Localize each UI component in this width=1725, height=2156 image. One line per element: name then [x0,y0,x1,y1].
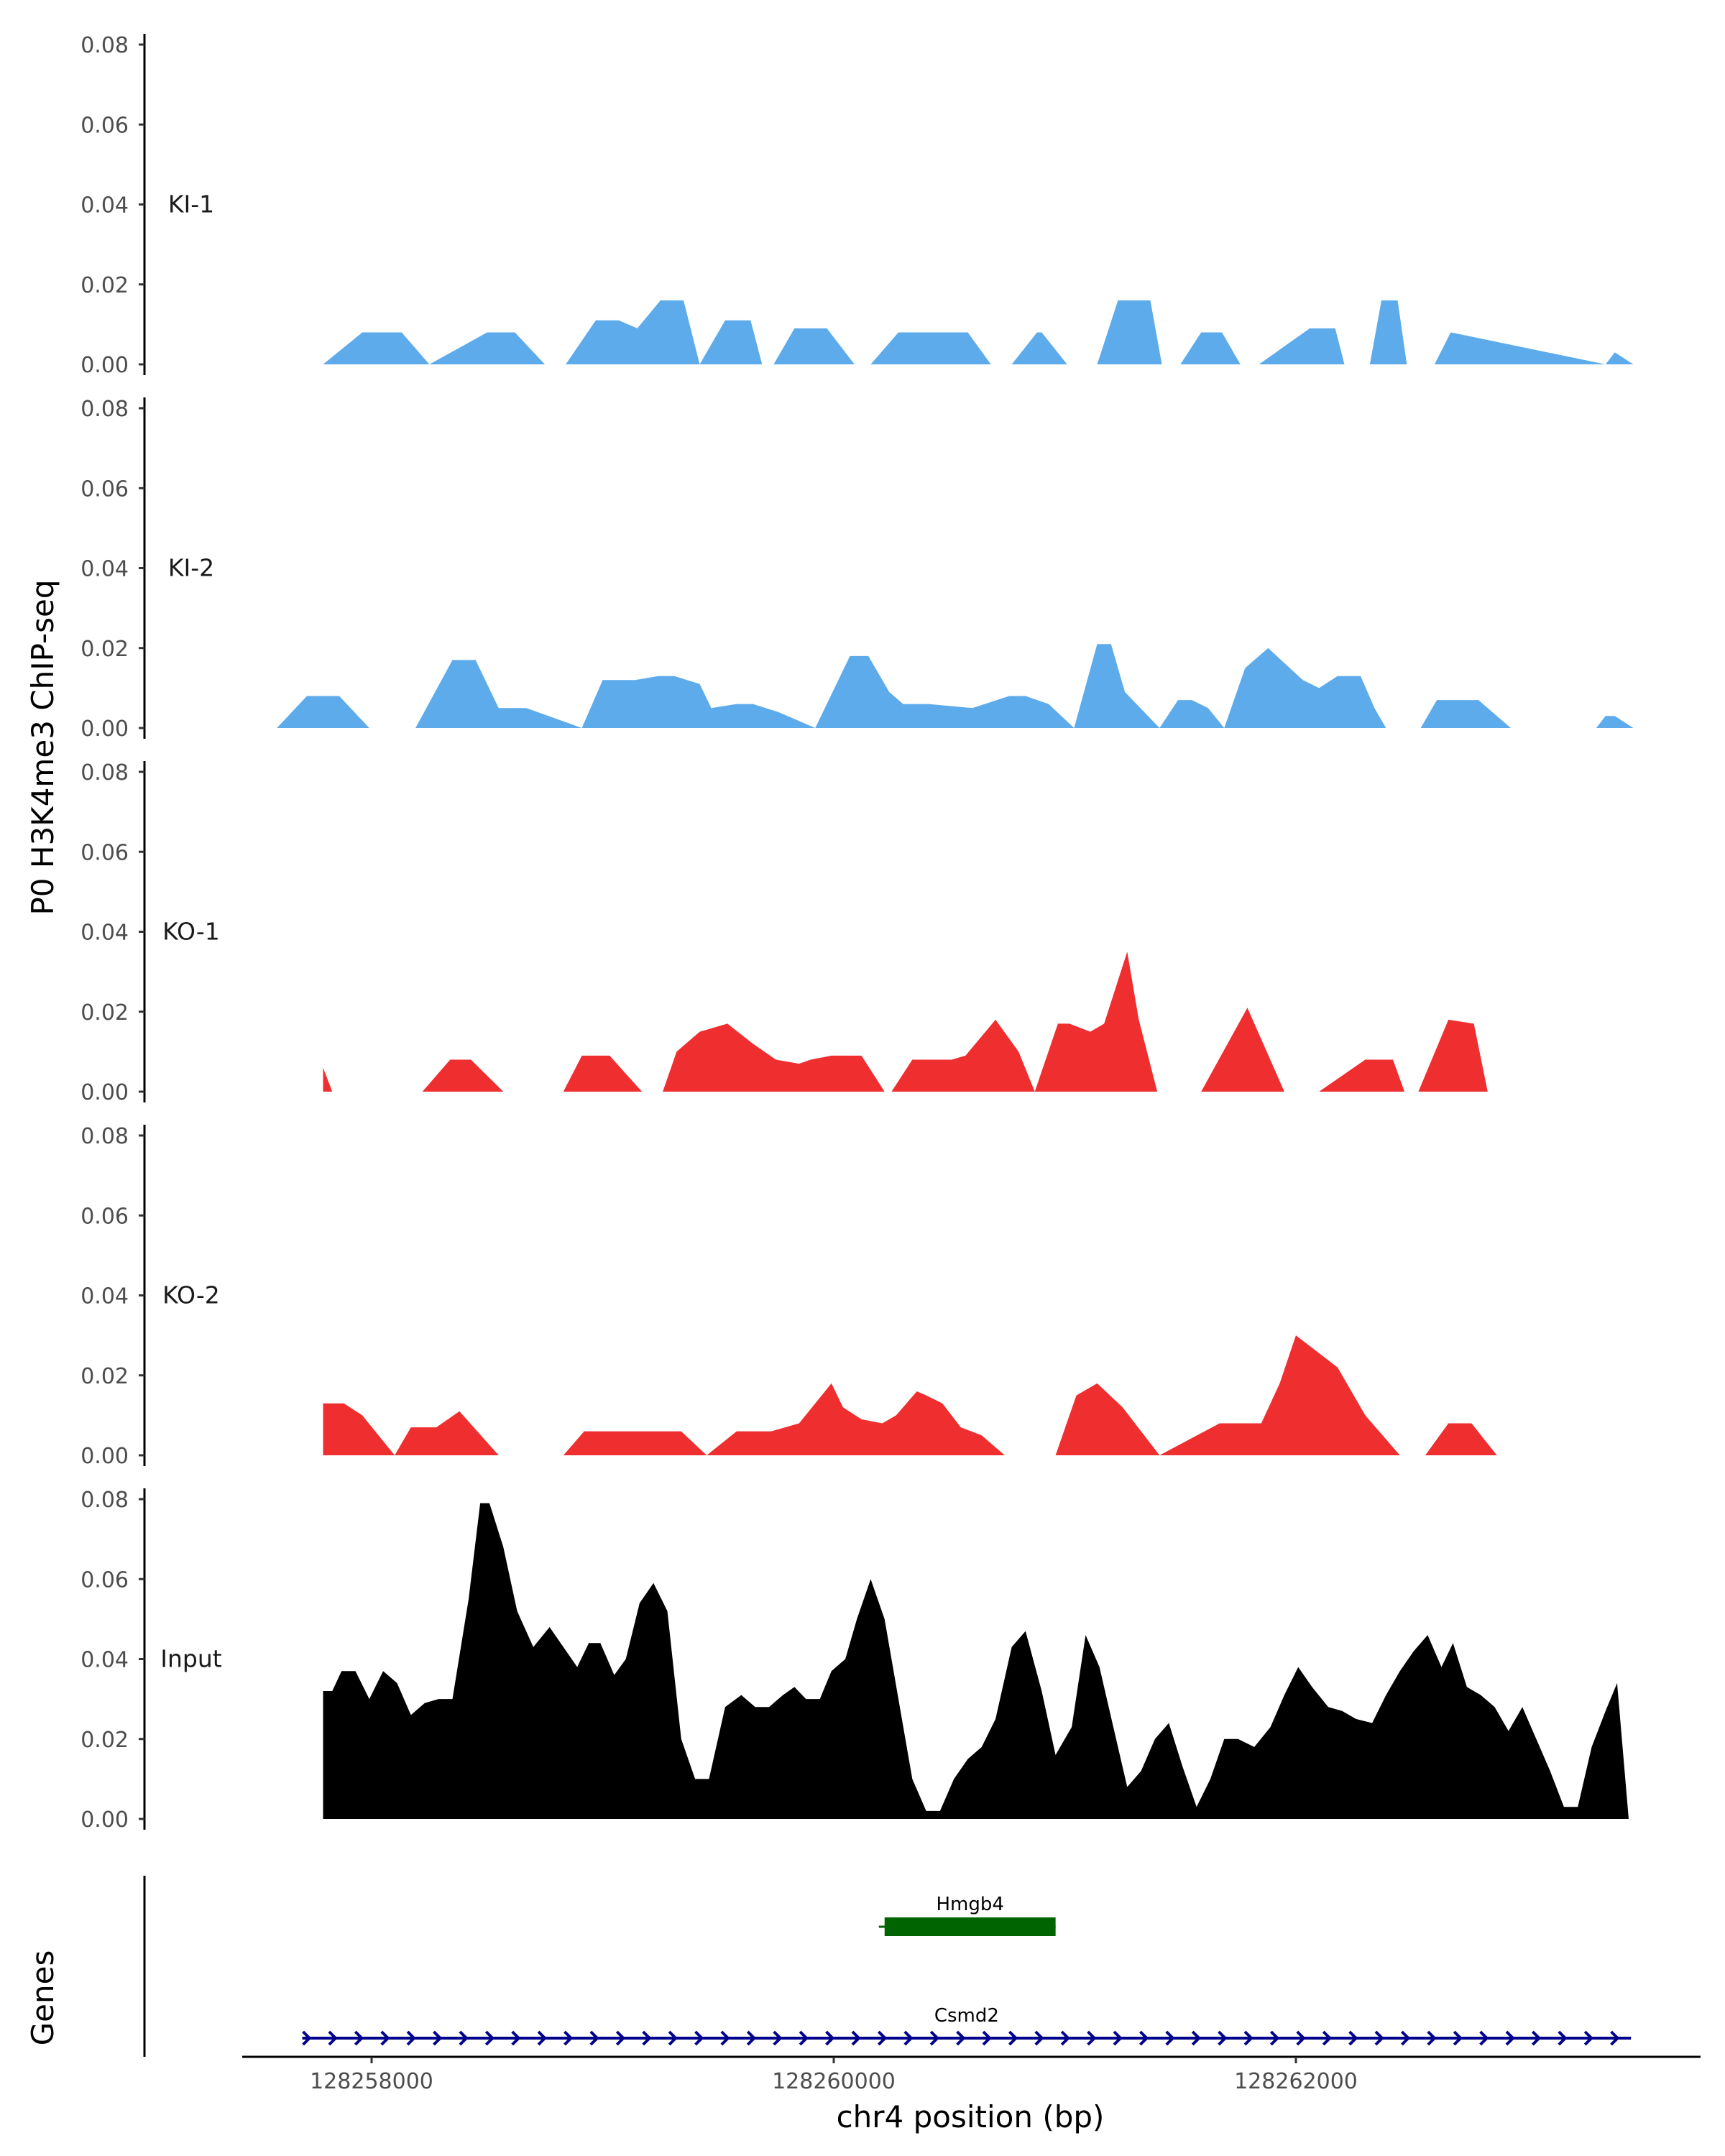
y-tick-label: 0.00 [80,353,129,378]
y-tick-label: 0.06 [80,476,129,502]
y-tick-label: 0.04 [80,1648,129,1673]
y-tick-label: 0.06 [80,1204,129,1229]
signal-area-ki-2 [277,644,1634,728]
track-ki-2: 0.00 0.02 0.04 0.06 0.08 KI-2 [80,397,1634,742]
y-tick-label: 0.04 [80,193,129,218]
track-label: Input [160,1645,222,1673]
y-tick-label: 0.00 [80,1807,129,1833]
y-tick-label: 0.08 [80,1488,129,1513]
gene-hmgb4: Hmgb4 [878,1894,1056,1936]
y-tick-label: 0.00 [80,1080,129,1105]
y-tick-label: 0.00 [80,1444,129,1469]
track-ko-1: 0.00 0.02 0.04 0.06 0.08 KO-1 [80,760,1615,1105]
x-axis: 128258000 128260000 128262000 [242,2055,1701,2094]
y-tick-label: 0.04 [80,921,129,946]
y-tick-label: 0.08 [80,1124,129,1149]
y-tick-label: 0.04 [80,1284,129,1309]
y-tick-label: 0.02 [80,1364,129,1389]
strand-arrow-icon [302,2030,1620,2046]
y-axis-title: P0 H3K4me3 ChIP-seq [25,579,60,915]
track-ko-2: 0.00 0.02 0.04 0.06 0.08 KO-2 [80,1124,1497,1469]
track-input: 0.00 0.02 0.04 0.06 0.08 Input [80,1488,1629,1833]
x-tick-label: 128260000 [772,2069,896,2094]
x-tick-label: 128262000 [1234,2069,1358,2094]
track-label: KO-2 [162,1281,220,1309]
gene-exon [884,1917,1056,1936]
track-ki-1: 0.00 0.02 0.04 0.06 0.08 KI-1 [80,33,1634,378]
y-tick-label: 0.06 [80,840,129,865]
y-tick-label: 0.08 [80,33,129,58]
genes-label: Genes [25,1950,60,2046]
track-label: KO-1 [162,918,220,946]
y-tick-label: 0.08 [80,760,129,786]
signal-area-ki-1 [323,300,1634,364]
tracks-layer: 0.00 0.02 0.04 0.06 0.08 KI-1 0.00 0.02 0.04 0.06… [80,33,1634,1833]
signal-area-ko-1 [323,952,1615,1092]
y-tick-label: 0.02 [80,273,129,298]
y-tick-label: 0.04 [80,557,129,582]
gene-label: Hmgb4 [936,1894,1003,1915]
x-tick-label: 128258000 [310,2069,433,2094]
gene-csmd2: Csmd2 [302,2005,1632,2046]
y-tick-label: 0.08 [80,397,129,422]
y-tick-label: 0.06 [80,113,129,138]
signal-area-input [323,1503,1629,1819]
x-axis-title: chr4 position (bp) [837,2099,1105,2134]
gene-label: Csmd2 [934,2005,999,2027]
signal-area-ko-2 [323,1335,1497,1455]
track-label: KI-1 [168,190,214,218]
y-tick-label: 0.06 [80,1567,129,1593]
track-label: KI-2 [168,554,214,582]
y-tick-label: 0.02 [80,637,129,662]
y-tick-label: 0.00 [80,717,129,742]
genes-panel: Hmgb4 Csmd2 [143,1876,1632,2057]
y-tick-label: 0.02 [80,1000,129,1026]
y-tick-label: 0.02 [80,1728,129,1753]
